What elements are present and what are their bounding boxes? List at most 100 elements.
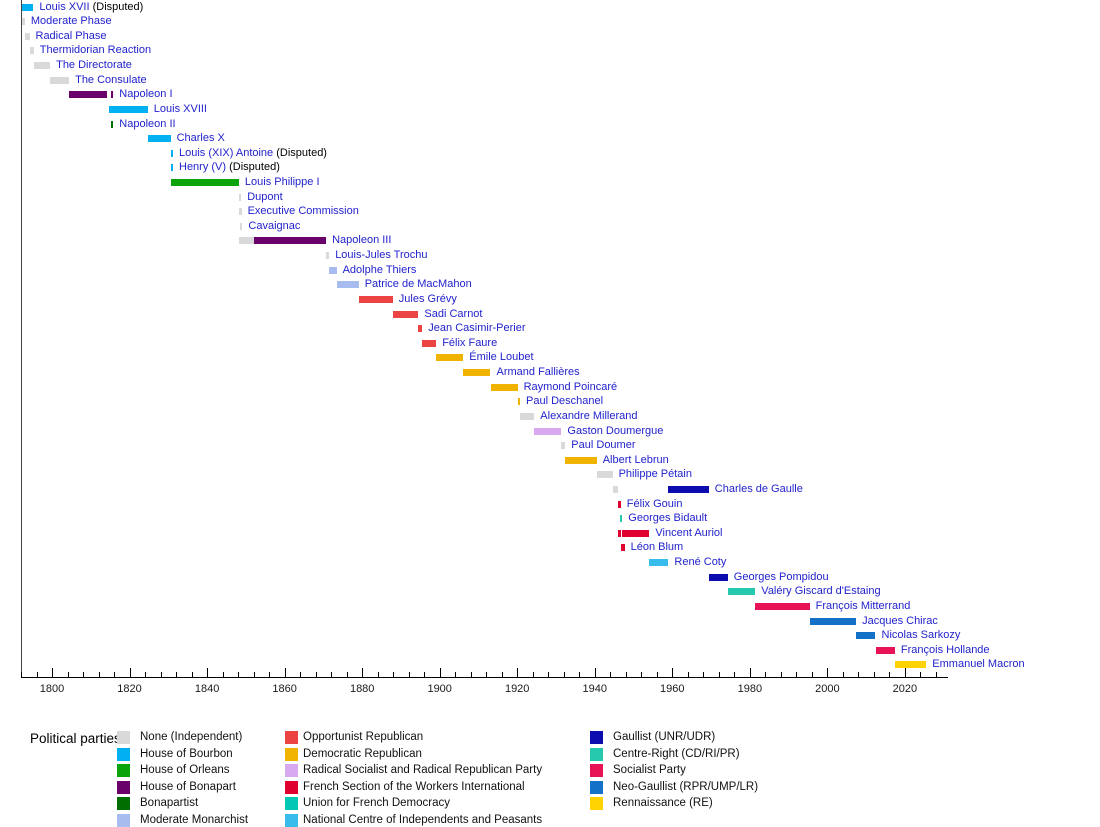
timeline-bar-segment [875,646,895,654]
timeline-row-label[interactable]: Executive Commission [248,205,359,218]
timeline-row-label[interactable]: Cavaignac [248,220,300,233]
person-name[interactable]: Jacques Chirac [862,614,938,627]
x-axis-minor-tick [315,672,317,677]
timeline-bar-segment [21,18,25,26]
timeline-row-label[interactable]: Alexandre Millerand [540,410,637,423]
person-name[interactable]: Georges Bidault [628,512,708,525]
timeline-row-label[interactable]: Albert Lebrun [603,454,669,467]
person-name[interactable]: Vincent Auriol [655,526,723,539]
person-name[interactable]: Radical Phase [35,29,107,42]
person-name[interactable]: Émile Loubet [469,351,534,364]
person-name[interactable]: The Directorate [56,59,132,71]
person-name[interactable]: Albert Lebrun [602,453,669,466]
timeline-row-label[interactable]: Moderate Phase [31,15,112,28]
timeline-row-label[interactable]: Patrice de MacMahon [365,278,472,291]
person-name[interactable]: Executive Commission [247,205,359,218]
timeline-row-label[interactable]: Charles de Gaulle [715,483,803,496]
person-name[interactable]: Napoleon II [119,117,176,130]
timeline-row-label[interactable]: Georges Bidault [628,512,707,525]
person-name[interactable]: Jules Grévy [398,292,457,305]
timeline-row-label[interactable]: Louis Philippe I [245,176,320,189]
timeline-bar-segment [326,252,330,259]
person-name[interactable]: Napoleon III [332,234,392,247]
person-name[interactable]: Charles X [176,132,225,145]
timeline-row-label[interactable]: Philippe Pétain [619,468,692,481]
timeline-row-label[interactable]: Vincent Auriol [655,527,722,540]
timeline-row-label[interactable]: Radical Phase [36,30,107,43]
person-name[interactable]: Paul Doumer [571,439,636,452]
person-name[interactable]: Alexandre Millerand [540,409,638,422]
person-name[interactable]: The Consulate [75,73,147,86]
timeline-row-label[interactable]: Adolphe Thiers [343,264,417,277]
person-name[interactable]: Patrice de MacMahon [364,278,472,291]
person-name[interactable]: Valéry Giscard d'Estaing [761,585,881,598]
person-name[interactable]: Henry (V) [179,161,227,174]
person-name[interactable]: Léon Blum [630,541,684,554]
timeline-row-label[interactable]: The Consulate [75,74,147,87]
timeline-row-label[interactable]: Jacques Chirac [862,615,938,628]
person-name[interactable]: Napoleon I [119,88,173,101]
timeline-row-label[interactable]: Félix Faure [442,337,497,350]
person-name[interactable]: Adolphe Thiers [342,263,417,276]
person-name[interactable]: Nicolas Sarkozy [881,629,961,642]
x-axis-major-tick [362,668,364,677]
x-axis-major-tick [52,668,53,677]
timeline-row-label[interactable]: Jean Casimir-Perier [428,322,525,335]
person-name[interactable]: Paul Deschanel [526,395,604,408]
timeline-row-label[interactable]: Napoleon I [119,88,172,101]
person-name[interactable]: Moderate Phase [30,15,112,28]
x-axis-minor-tick [656,672,658,677]
timeline-row-label[interactable]: Émile Loubet [469,351,533,364]
person-name[interactable]: Charles de Gaulle [714,483,803,495]
timeline-row-label[interactable]: François Hollande [901,644,990,657]
timeline-row-label[interactable]: Nicolas Sarkozy [882,629,961,642]
person-name[interactable]: Raymond Poincaré [523,380,618,393]
person-name[interactable]: Louis XVIII [153,102,207,115]
person-name[interactable]: Dupont [247,190,283,203]
timeline-row-label[interactable]: The Directorate [56,59,132,72]
person-name[interactable]: Louis (XIX) Antoine [179,146,274,159]
timeline-row-label[interactable]: Armand Fallières [497,366,580,379]
timeline-row-label[interactable]: Charles X [177,132,225,145]
timeline-row-label[interactable]: Sadi Carnot [424,308,482,321]
timeline-row-label[interactable]: Dupont [247,191,282,204]
person-name[interactable]: François Hollande [900,643,990,656]
timeline-row-label[interactable]: Napoleon II [119,118,175,131]
person-name[interactable]: Félix Faure [442,336,498,349]
timeline-row-label[interactable]: Félix Gouin [627,498,683,511]
person-name[interactable]: Félix Gouin [626,497,683,510]
timeline-row-label[interactable]: René Coty [674,556,726,569]
person-name[interactable]: François Mitterrand [815,599,911,612]
person-name[interactable]: Emmanuel Macron [932,658,1025,671]
person-name[interactable]: Louis XVII [39,0,90,13]
person-name[interactable]: Louis-Jules Trochu [335,249,428,261]
timeline-row-label[interactable]: Léon Blum [631,541,684,554]
timeline-row-label[interactable]: François Mitterrand [816,600,911,613]
timeline-row-label[interactable]: Henry (V) (Disputed) [179,161,280,174]
person-name[interactable]: Armand Fallières [496,366,580,378]
timeline-row-label[interactable]: Thermidorian Reaction [40,44,151,57]
timeline-row-label[interactable]: Valéry Giscard d'Estaing [761,585,880,598]
timeline-row-label[interactable]: Paul Deschanel [526,395,603,408]
person-name[interactable]: Georges Pompidou [733,570,829,583]
timeline-row-label[interactable]: Louis (XIX) Antoine (Disputed) [179,147,327,160]
person-name[interactable]: Louis Philippe I [244,175,320,188]
timeline-row-label[interactable]: Gaston Doumergue [567,425,663,438]
timeline-row-label[interactable]: Louis XVII (Disputed) [39,1,143,14]
timeline-bar-segment [422,339,437,347]
timeline-row-label[interactable]: Napoleon III [332,234,391,247]
timeline-row-label[interactable]: Jules Grévy [399,293,457,306]
timeline-row-label[interactable]: Raymond Poincaré [524,381,618,394]
person-name[interactable]: Philippe Pétain [618,468,692,481]
timeline-row-label[interactable]: Georges Pompidou [734,571,829,584]
person-name[interactable]: Gaston Doumergue [567,424,664,437]
person-name[interactable]: Sadi Carnot [424,307,483,320]
person-name[interactable]: Jean Casimir-Perier [428,322,526,335]
timeline-row-label[interactable]: Emmanuel Macron [932,658,1024,671]
person-name[interactable]: René Coty [674,556,727,569]
person-name[interactable]: Cavaignac [248,219,301,232]
timeline-row-label[interactable]: Paul Doumer [571,439,635,452]
timeline-row-label[interactable]: Louis-Jules Trochu [335,249,427,262]
timeline-row-label[interactable]: Louis XVIII [154,103,207,116]
person-name[interactable]: Thermidorian Reaction [39,44,152,57]
